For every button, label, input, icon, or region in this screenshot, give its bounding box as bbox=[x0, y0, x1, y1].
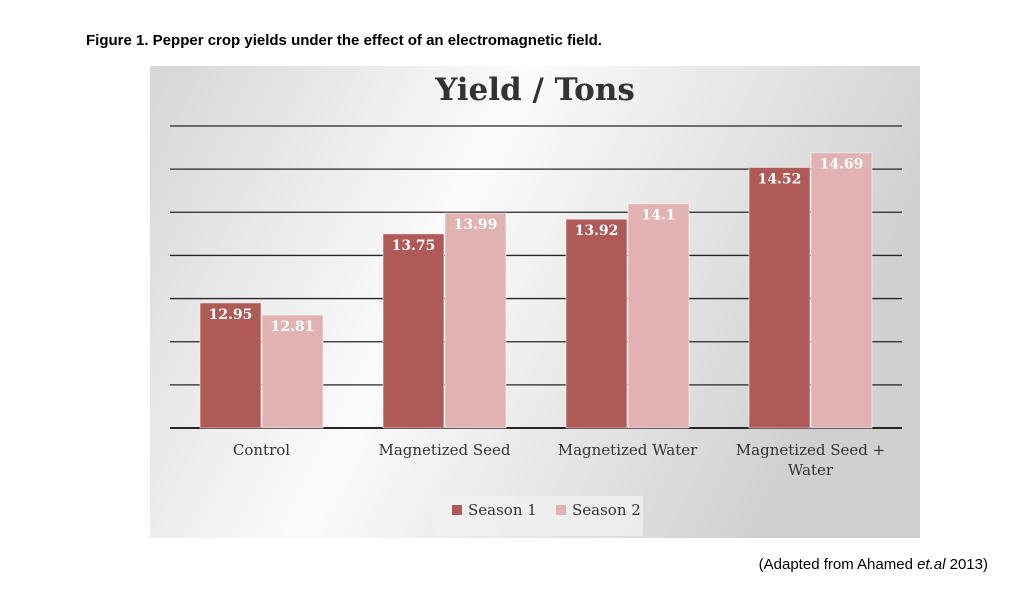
bar-2-2 bbox=[444, 212, 507, 429]
data-label: 14.1 bbox=[641, 208, 675, 224]
data-label-bg bbox=[267, 316, 318, 335]
legend-box bbox=[433, 496, 643, 536]
data-label-bg bbox=[816, 154, 867, 173]
figure-caption: Figure 1. Pepper crop yields under the e… bbox=[86, 32, 602, 49]
bar-2-4 bbox=[810, 152, 873, 429]
bar-1-3 bbox=[565, 218, 628, 429]
data-label: 13.99 bbox=[454, 217, 498, 233]
bar-chart: Yield / Tons 12.95 12.81 13.75 13.99 13.92 14… bbox=[150, 66, 920, 538]
legend-label-2: Season 2 bbox=[572, 501, 641, 519]
bar-1-1 bbox=[199, 302, 262, 429]
source-suffix: 2013) bbox=[945, 556, 988, 573]
bar-1-2 bbox=[382, 233, 445, 429]
data-label-bg bbox=[450, 215, 501, 234]
category-label: Magnetized Seed bbox=[378, 441, 510, 459]
source-et-al: et.al bbox=[917, 556, 946, 573]
data-label-bg bbox=[205, 304, 256, 323]
data-label: 14.52 bbox=[758, 171, 802, 187]
data-label: 13.75 bbox=[392, 238, 436, 254]
bar-1-4 bbox=[748, 166, 811, 429]
data-label-bg bbox=[754, 169, 805, 188]
data-label-bg bbox=[571, 221, 622, 240]
category-label: Water bbox=[788, 461, 834, 479]
legend-swatch-2 bbox=[556, 505, 566, 515]
data-label: 12.95 bbox=[209, 307, 253, 323]
category-label: Magnetized Water bbox=[558, 441, 698, 459]
bar-2-3 bbox=[627, 203, 690, 429]
data-label-bg bbox=[388, 235, 439, 254]
category-label: Magnetized Seed + bbox=[736, 441, 885, 459]
chart-container: Yield / Tons 12.95 12.81 13.75 13.99 13.92 14… bbox=[150, 66, 920, 538]
data-label-bg bbox=[637, 205, 680, 224]
legend-label-1: Season 1 bbox=[468, 501, 537, 519]
legend-swatch-1 bbox=[452, 505, 462, 515]
source-citation: (Adapted from Ahamed et.al 2013) bbox=[759, 556, 988, 573]
data-label: 13.92 bbox=[575, 223, 619, 239]
chart-title: Yield / Tons bbox=[434, 72, 635, 108]
data-label: 14.69 bbox=[820, 157, 864, 173]
data-label: 12.81 bbox=[271, 319, 315, 335]
source-prefix: (Adapted from Ahamed bbox=[758, 556, 918, 573]
category-label: Control bbox=[233, 441, 290, 459]
